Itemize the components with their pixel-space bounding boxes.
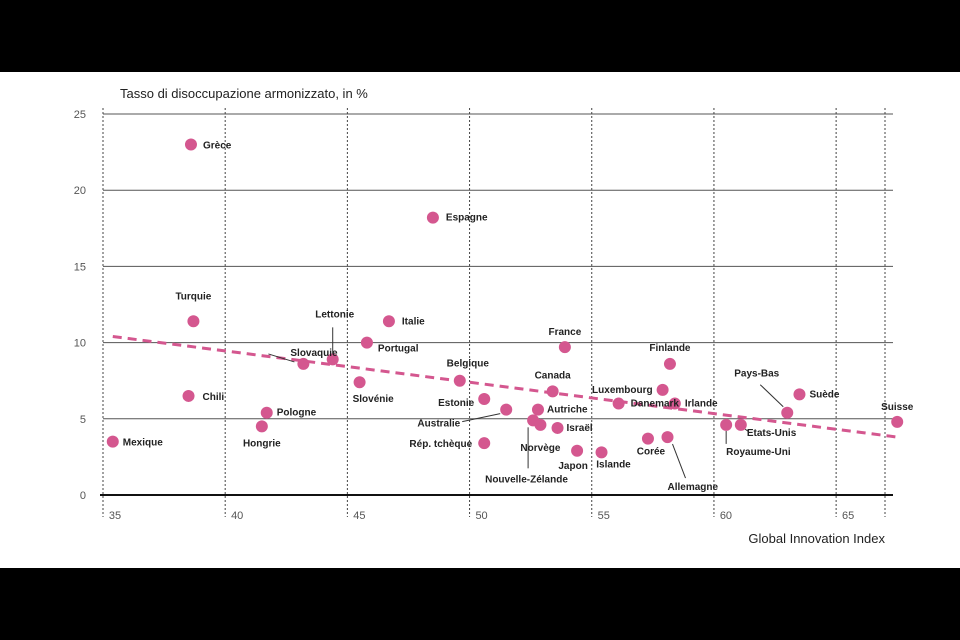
data-point [531, 403, 544, 416]
y-tick-label: 10 [74, 338, 86, 350]
scatter-chart: Tasso di disoccupazione armonizzato, in … [74, 86, 914, 546]
point-label: Italie [402, 316, 425, 327]
y-tick-label: 15 [74, 261, 86, 273]
data-point [781, 406, 794, 419]
point-label: Belgique [447, 359, 490, 370]
data-point [793, 388, 806, 401]
x-tick-label: 40 [231, 510, 243, 522]
data-point [360, 336, 373, 349]
data-point [661, 431, 674, 444]
point-label: France [548, 327, 581, 338]
data-point [641, 432, 654, 445]
chart-frame: Tasso di disoccupazione armonizzato, in … [0, 72, 960, 568]
data-point [182, 389, 195, 402]
point-label: Norvège [520, 443, 560, 454]
leader-line [744, 428, 750, 433]
x-tick-label: 65 [842, 510, 854, 522]
leader-line [268, 353, 295, 363]
point-label: Estonie [438, 398, 475, 409]
point-label: Autriche [547, 405, 588, 416]
leader-line [462, 413, 501, 423]
point-label: Allemagne [668, 482, 719, 493]
point-label: Chili [203, 392, 225, 403]
x-tick-label: 45 [353, 510, 365, 522]
trend-line [112, 335, 898, 439]
point-label: Espagne [446, 213, 488, 224]
data-point [656, 383, 669, 396]
data-point [558, 341, 571, 354]
point-label: Corée [637, 447, 666, 458]
point-label: Nouvelle-Zélande [485, 474, 568, 485]
x-tick-label: 60 [720, 510, 732, 522]
point-label: Pologne [277, 408, 317, 419]
data-point [668, 397, 681, 410]
data-point [260, 406, 273, 419]
data-points [106, 138, 904, 459]
point-label: Islande [596, 459, 631, 470]
y-tick-label: 25 [74, 109, 86, 121]
data-point [663, 357, 676, 370]
x-axis-title: Global Innovation Index [748, 531, 885, 546]
point-label: Grèce [203, 140, 232, 151]
y-axis-title: Tasso di disoccupazione armonizzato, in … [120, 86, 368, 101]
data-point [297, 357, 310, 370]
leader-line [672, 443, 686, 479]
data-point [500, 403, 513, 416]
point-label: Canada [535, 370, 572, 381]
point-label: Slovaquie [290, 348, 338, 359]
point-label: Mexique [123, 438, 163, 449]
leader-line [759, 384, 784, 408]
point-label: Turquie [175, 291, 211, 302]
point-label: Etats-Unis [747, 428, 797, 439]
point-label: Finlande [649, 343, 691, 354]
point-label: Danemark [631, 399, 680, 410]
point-label: Hongrie [243, 438, 281, 449]
point-label: Royaume-Uni [726, 447, 791, 458]
point-labels: Grèce Espagne Turquie Italie Lettonie Portuga… [123, 140, 914, 493]
axis-ticks: 0 5 10 15 20 25 35 40 45 50 55 60 65 [74, 109, 855, 522]
x-tick-label: 50 [475, 510, 487, 522]
y-tick-label: 5 [80, 414, 86, 426]
data-point [571, 444, 584, 457]
point-label: Pays-Bas [734, 369, 779, 380]
point-label: Portugal [378, 344, 419, 355]
point-label: Irlande [685, 399, 718, 410]
point-label: Suède [809, 389, 839, 400]
data-point [184, 138, 197, 151]
data-point [734, 418, 747, 431]
data-point [255, 420, 268, 433]
leader-lines [268, 327, 784, 479]
point-label: Australie [417, 419, 460, 430]
point-label: Japon [558, 461, 587, 472]
data-point [546, 385, 559, 398]
data-point [326, 353, 339, 366]
point-label: Israël [567, 423, 593, 434]
point-label: Lettonie [315, 309, 354, 320]
x-tick-label: 35 [109, 510, 121, 522]
data-point [551, 421, 564, 434]
data-point [891, 415, 904, 428]
y-tick-label: 0 [80, 490, 86, 502]
data-point [478, 392, 491, 405]
data-point [720, 418, 733, 431]
data-point [534, 418, 547, 431]
x-tick-label: 55 [598, 510, 610, 522]
data-point [478, 437, 491, 450]
data-point [106, 435, 119, 448]
data-point [612, 397, 625, 410]
data-point [353, 376, 366, 389]
data-point [453, 374, 466, 387]
point-label: Slovénie [353, 394, 395, 405]
data-point [595, 446, 608, 459]
data-point [187, 315, 200, 328]
point-label: Rép. tchèque [409, 439, 472, 450]
data-point [382, 315, 395, 328]
grid-lines [102, 108, 893, 517]
point-label: Suisse [881, 402, 914, 413]
data-point [426, 211, 439, 224]
point-label: Luxembourg [592, 385, 653, 396]
y-tick-label: 20 [74, 185, 86, 197]
